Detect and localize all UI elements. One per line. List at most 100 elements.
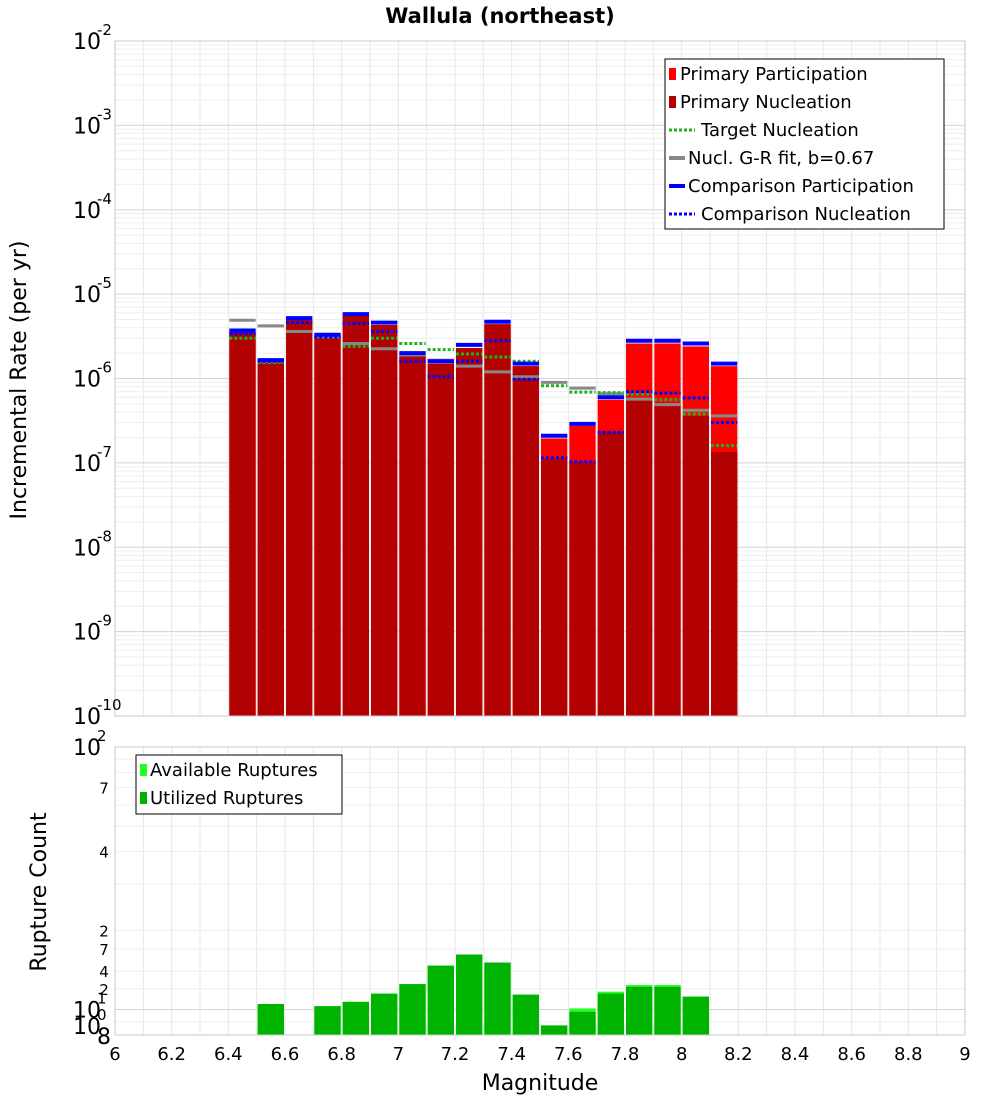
y-tick-minor-label: 4 <box>99 963 109 981</box>
y-tick-exponent: -8 <box>97 527 112 545</box>
utilized-ruptures-bar <box>626 986 653 1035</box>
nucleation-bar <box>427 363 454 716</box>
legend-label: Utilized Ruptures <box>150 788 303 809</box>
utilized-ruptures-bar <box>682 996 709 1035</box>
y-tick-exponent: -7 <box>97 443 112 461</box>
y-tick-exponent: -3 <box>97 105 112 123</box>
y-tick-minor-label: 2 <box>99 981 109 999</box>
legend-swatch <box>669 96 676 108</box>
nucleation-bar <box>286 319 313 716</box>
x-tick-label: 6.6 <box>271 1044 300 1065</box>
nucleation-bar <box>512 366 539 716</box>
legend-label: Nucl. G-R fit, b=0.67 <box>688 148 874 169</box>
y-tick-label: 10 <box>73 283 101 308</box>
x-tick-label: 7.2 <box>441 1044 470 1065</box>
y-tick-exponent: 2 <box>97 727 107 745</box>
y-tick-label: 10 <box>73 452 101 477</box>
legend-label: Available Ruptures <box>150 760 318 781</box>
x-tick-label: 7.6 <box>554 1044 583 1065</box>
y-tick-label: 10 <box>73 536 101 561</box>
nucleation-bar <box>682 415 709 716</box>
rate-bars <box>229 316 738 716</box>
count-y-axis-label: Rupture Count <box>27 812 52 972</box>
nucleation-bar <box>484 324 511 716</box>
x-tick-label: 8 <box>676 1044 687 1065</box>
legend-swatch <box>140 764 147 776</box>
y-tick-minor-label: 8 <box>97 1025 111 1050</box>
nucleation-bar <box>597 432 624 716</box>
utilized-ruptures-bar <box>342 1001 369 1035</box>
nucleation-bar <box>541 458 568 716</box>
y-tick-label: 10 <box>73 621 101 646</box>
nucleation-bar <box>399 355 426 716</box>
y-tick-label: 10 <box>73 1015 101 1040</box>
nucleation-bar <box>229 332 256 716</box>
y-tick-exponent: -6 <box>97 359 112 377</box>
x-tick-label: 6.2 <box>157 1044 186 1065</box>
chart-title: Wallula (northeast) <box>385 4 614 28</box>
y-tick-minor-label: 7 <box>99 780 109 798</box>
nucleation-bar <box>257 362 284 716</box>
y-tick-label: 10 <box>73 30 101 55</box>
utilized-ruptures-bar <box>484 962 511 1035</box>
count-legend: Available Ruptures Utilized Ruptures <box>135 754 343 815</box>
y-tick-label: 10 <box>73 114 101 139</box>
y-tick-minor-label: 4 <box>99 843 109 861</box>
y-tick-minor-label: 7 <box>99 941 109 959</box>
x-tick-label: 7 <box>393 1044 404 1065</box>
utilized-ruptures-bar <box>399 984 426 1035</box>
utilized-ruptures-bar <box>456 954 483 1035</box>
y-tick-label: 10 <box>73 736 101 761</box>
rate-panel: 10-210-310-410-510-610-710-810-910-10 In… <box>7 21 966 730</box>
x-tick-label: 6.4 <box>214 1044 243 1065</box>
nucleation-bar <box>314 337 341 716</box>
rate-plot-frame <box>114 40 966 717</box>
count-bars <box>257 954 709 1035</box>
legend-swatch <box>140 792 147 804</box>
y-tick-exponent: 0 <box>97 1006 107 1024</box>
utilized-ruptures-bar <box>427 965 454 1035</box>
utilized-ruptures-bar <box>541 1025 568 1035</box>
legend-label: Target Nucleation <box>700 120 859 141</box>
nucleation-bar <box>456 347 483 716</box>
x-axis-label: Magnitude <box>482 1071 599 1096</box>
utilized-ruptures-bar <box>654 986 681 1035</box>
x-tick-label: 8.6 <box>837 1044 866 1065</box>
legend-label: Primary Participation <box>680 64 868 85</box>
y-tick-exponent: -2 <box>97 21 112 39</box>
legend-swatch <box>669 68 676 80</box>
nucleation-bar <box>626 400 653 716</box>
nucleation-bar <box>654 403 681 716</box>
count-plot-frame <box>114 746 966 1036</box>
nucleation-bar <box>569 462 596 716</box>
x-tick-label: 8.2 <box>724 1044 753 1065</box>
y-tick-exponent: -5 <box>97 274 112 292</box>
legend-box <box>135 754 343 815</box>
y-tick-label: 10 <box>73 368 101 393</box>
utilized-ruptures-bar <box>597 993 624 1035</box>
nucleation-bar <box>371 325 398 716</box>
rate-legend: Primary Participation Primary Nucleation T… <box>664 58 945 230</box>
y-tick-label: 10 <box>73 705 101 730</box>
x-tick-label: 7.8 <box>611 1044 640 1065</box>
utilized-ruptures-bar <box>257 1003 284 1035</box>
utilized-ruptures-bar <box>371 993 398 1035</box>
legend-label: Comparison Nucleation <box>701 204 911 225</box>
nucleation-bar <box>342 316 369 716</box>
legend-label: Primary Nucleation <box>680 92 852 113</box>
x-tick-label: 9 <box>959 1044 970 1065</box>
rate-y-axis-label: Incremental Rate (per yr) <box>7 241 32 520</box>
x-tick-label: 8.8 <box>894 1044 923 1065</box>
x-tick-label: 6 <box>109 1044 120 1065</box>
y-tick-exponent: -4 <box>97 190 112 208</box>
utilized-ruptures-bar <box>569 1011 596 1035</box>
x-tick-label: 7.4 <box>497 1044 526 1065</box>
y-tick-exponent: -10 <box>97 696 122 714</box>
rate-y-ticks: 10-210-310-410-510-610-710-810-910-10 <box>73 21 122 730</box>
utilized-ruptures-bar <box>512 994 539 1035</box>
rate-lines <box>229 312 738 464</box>
x-ticks: 6 6.2 6.4 6.6 6.8 7 7.2 7.4 7.6 7.8 8 8.2 8.4 8.6 8.8 9 <box>109 1044 970 1065</box>
